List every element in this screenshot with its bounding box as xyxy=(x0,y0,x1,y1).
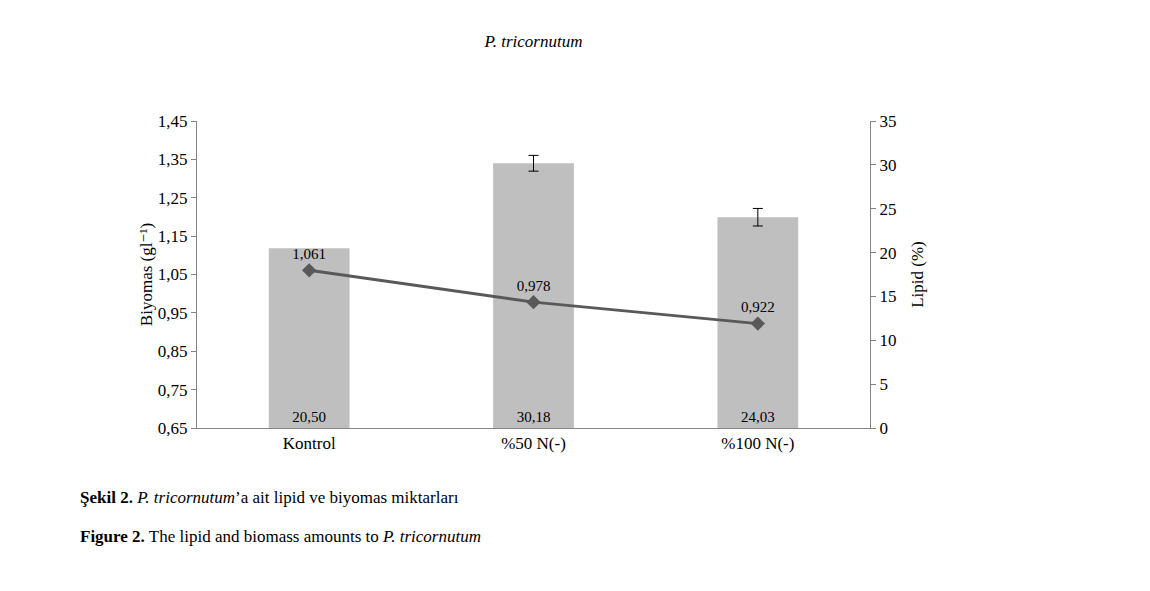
svg-text:1,35: 1,35 xyxy=(158,150,188,169)
svg-text:24,03: 24,03 xyxy=(741,409,775,425)
svg-text:1,25: 1,25 xyxy=(158,189,188,208)
svg-text:30: 30 xyxy=(879,156,896,175)
svg-text:0,85: 0,85 xyxy=(158,342,188,361)
svg-text:20: 20 xyxy=(879,244,896,263)
svg-text:25: 25 xyxy=(879,200,896,219)
svg-text:1,05: 1,05 xyxy=(158,265,188,284)
svg-text:10: 10 xyxy=(879,331,896,350)
svg-text:Biyomas (gl⁻¹): Biyomas (gl⁻¹) xyxy=(137,223,156,326)
svg-text:1,061: 1,061 xyxy=(292,246,326,262)
svg-text:0,978: 0,978 xyxy=(517,278,551,294)
svg-text:5: 5 xyxy=(879,375,888,394)
svg-text:30,18: 30,18 xyxy=(517,409,551,425)
svg-text:P. tricornutum: P. tricornutum xyxy=(484,32,583,51)
svg-text:Kontrol: Kontrol xyxy=(283,434,336,453)
svg-text:20,50: 20,50 xyxy=(292,409,326,425)
svg-text:%50 N(-): %50 N(-) xyxy=(501,434,566,453)
svg-text:0,95: 0,95 xyxy=(158,304,188,323)
svg-text:1,15: 1,15 xyxy=(158,227,188,246)
svg-text:0,922: 0,922 xyxy=(741,299,775,315)
svg-text:0,75: 0,75 xyxy=(158,381,188,400)
svg-text:1,45: 1,45 xyxy=(158,112,188,131)
svg-text:Şekil 2. P. tricornutum’a ait: Şekil 2. P. tricornutum’a ait lipid ve b… xyxy=(80,488,459,507)
svg-text:Lipid (%): Lipid (%) xyxy=(908,241,927,308)
svg-text:0: 0 xyxy=(879,419,888,438)
svg-text:35: 35 xyxy=(879,112,896,131)
svg-text:Figure 2. The lipid and biomas: Figure 2. The lipid and biomass amounts … xyxy=(80,527,481,546)
svg-text:%100 N(-): %100 N(-) xyxy=(721,434,794,453)
svg-text:0,65: 0,65 xyxy=(158,419,188,438)
svg-text:15: 15 xyxy=(879,287,896,306)
